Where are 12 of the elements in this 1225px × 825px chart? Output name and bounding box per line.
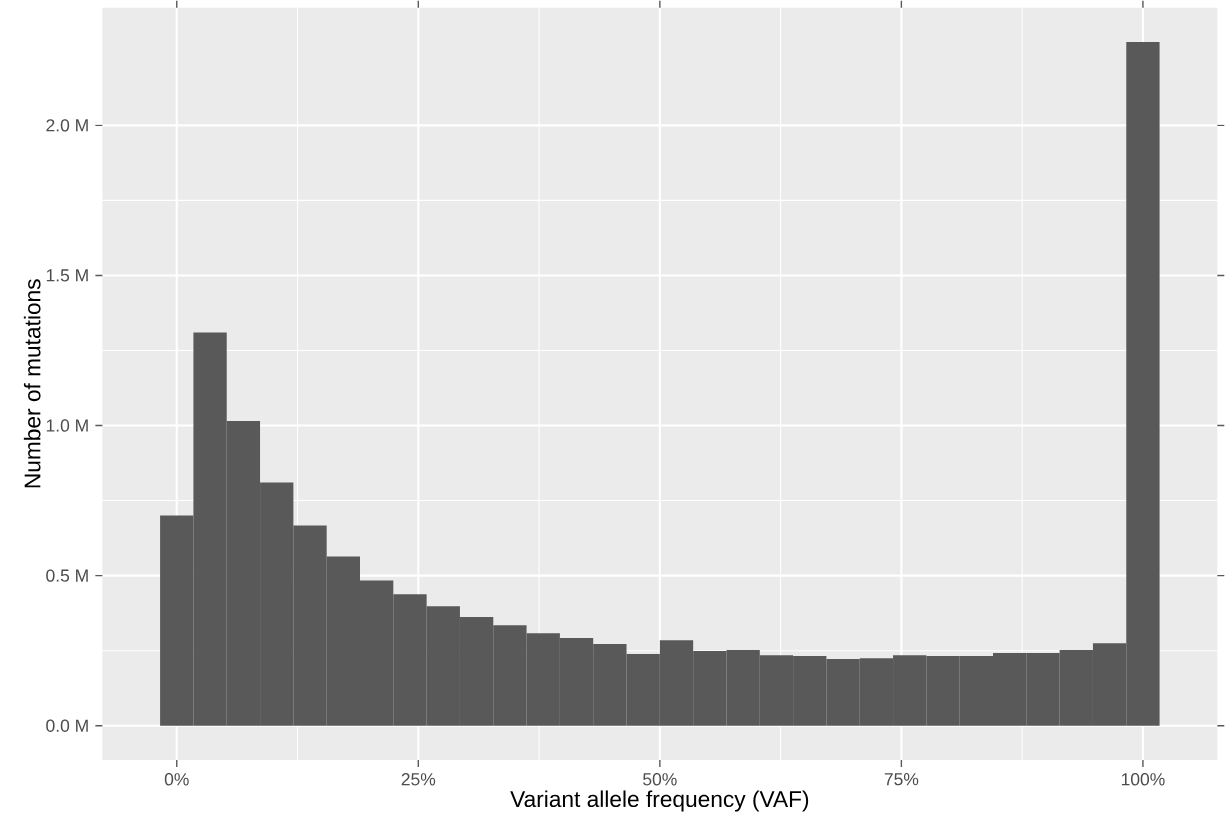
y-tick-label: 0.0 M bbox=[46, 719, 88, 733]
y-axis-title: Number of mutations bbox=[23, 279, 41, 488]
y-tick-label: 1.5 M bbox=[46, 269, 88, 282]
x-tick-label: 25% bbox=[401, 773, 436, 786]
x-tick-label: 0% bbox=[164, 773, 189, 786]
y-tick-label: 2.0 M bbox=[46, 119, 88, 132]
x-tick-label: 75% bbox=[884, 773, 919, 786]
y-tick-label: 0.5 M bbox=[46, 569, 88, 583]
x-tick-label: 100% bbox=[1121, 773, 1165, 786]
x-axis-title: Variant allele frequency (VAF) bbox=[510, 790, 809, 812]
x-tick-label: 50% bbox=[643, 773, 677, 786]
y-tick-label: 1.0 M bbox=[46, 419, 88, 432]
